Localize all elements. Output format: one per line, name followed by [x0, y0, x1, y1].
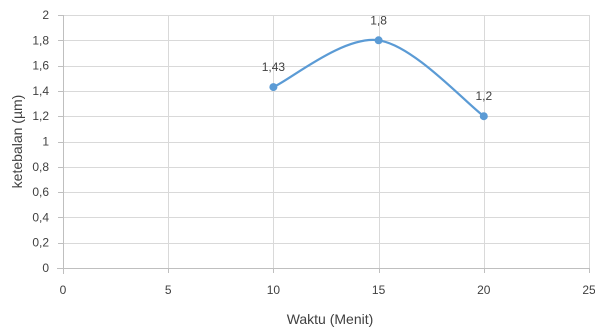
y-axis-title: ketebalan (µm) [9, 95, 25, 189]
gridlines [63, 15, 590, 268]
y-tick-label: 2 [42, 8, 49, 22]
x-tick-label: 5 [165, 283, 172, 297]
x-tick-label: 0 [60, 283, 67, 297]
y-tick-label: 1,6 [32, 59, 49, 73]
data-label: 1,2 [475, 89, 492, 103]
x-tick-label: 20 [477, 283, 491, 297]
y-tick-label: 0 [42, 261, 49, 275]
data-point [479, 112, 488, 121]
data-point [269, 83, 278, 92]
y-tick-label: 0,8 [32, 160, 49, 174]
y-tick-label: 1,4 [32, 84, 49, 98]
axes [57, 15, 590, 274]
data-point [374, 36, 383, 45]
x-tick-label: 25 [582, 283, 595, 297]
series [269, 36, 488, 121]
y-tick-label: 0,4 [32, 210, 49, 224]
y-tick-label: 1,2 [32, 109, 49, 123]
y-tick-label: 0,6 [32, 185, 49, 199]
tick-labels: 00,20,40,60,811,21,41,61,820 5 10 15 20 25 [32, 8, 595, 297]
data-label: 1,8 [370, 13, 387, 27]
data-label: 1,43 [262, 60, 286, 74]
y-tick-label: 0,2 [32, 236, 49, 250]
y-tick-label: 1,8 [32, 33, 49, 47]
y-tick-label: 1 [42, 135, 49, 149]
x-tick-label: 15 [372, 283, 386, 297]
x-axis-title: Waktu (Menit) [287, 311, 374, 327]
data-labels: 1,43 1,8 1,2 [262, 13, 493, 103]
x-tick-label: 10 [267, 283, 281, 297]
series-line [272, 38, 485, 118]
